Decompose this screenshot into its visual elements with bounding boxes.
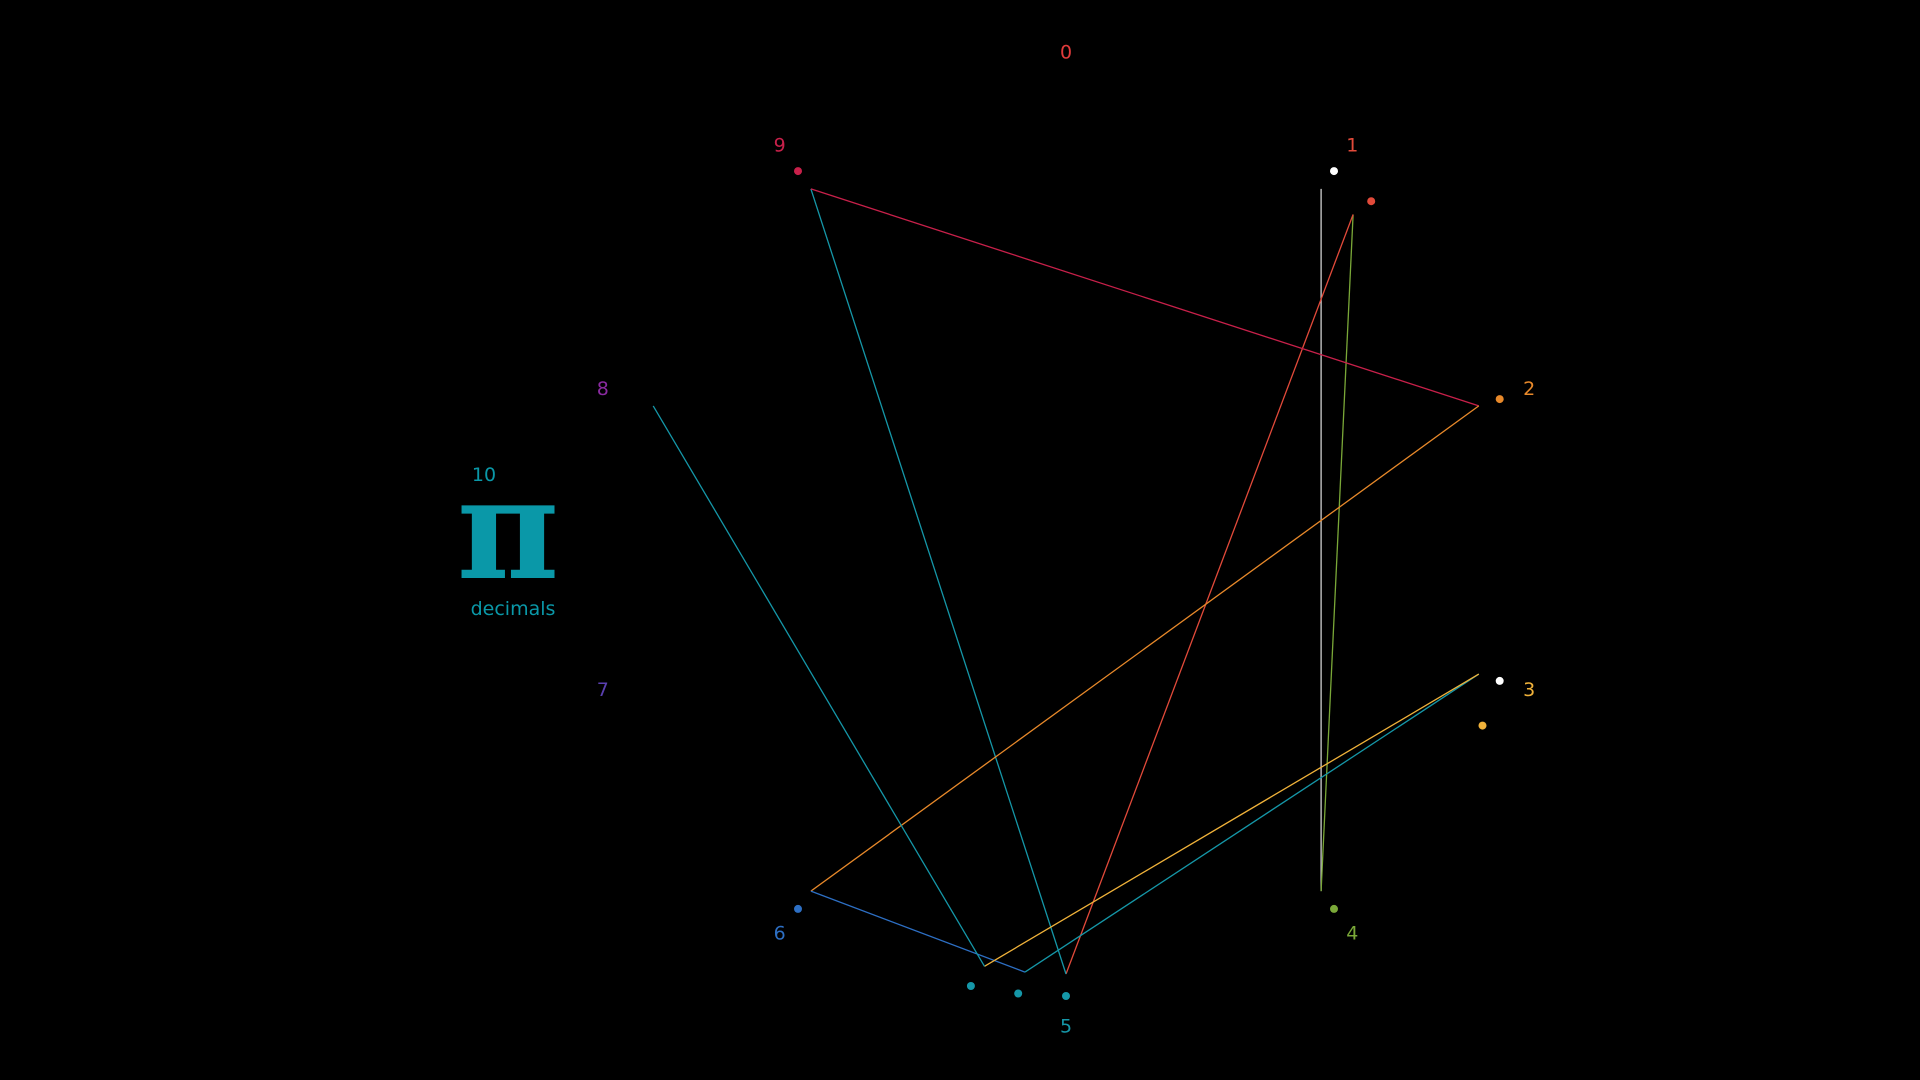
- transition-line-3-to-5: [984, 673, 1480, 967]
- digit-label-7: 7: [597, 679, 609, 701]
- transition-line-5-to-3: [1024, 673, 1480, 973]
- sequence-dot-1: [1330, 167, 1338, 176]
- sequence-dot-6: [1495, 395, 1504, 404]
- sequence-dot-10: [966, 982, 975, 990]
- decimal-count: 10: [472, 464, 496, 486]
- digit-labels: 0 1 2 3 4 5 6 7 8 9: [597, 42, 1535, 1038]
- digit-label-6: 6: [774, 923, 786, 945]
- sequence-dot-4: [1062, 992, 1070, 1000]
- digit-label-3: 3: [1523, 679, 1535, 701]
- sequence-dot-7: [794, 904, 802, 913]
- sequence-dot-5: [794, 167, 802, 176]
- transition-line-5-to-9: [810, 188, 1067, 975]
- sequence-dot-9: [1478, 721, 1487, 730]
- digit-label-9: 9: [774, 135, 786, 157]
- sequence-dot-0: [1495, 676, 1504, 685]
- transition-line-1-to-5: [1065, 214, 1354, 975]
- digit-sequence-dots: [794, 167, 1504, 1000]
- digit-label-4: 4: [1346, 923, 1358, 945]
- transition-line-9-to-2: [810, 188, 1480, 407]
- transition-line-4-to-1: [1320, 214, 1354, 892]
- transition-line-6-to-5: [810, 890, 1026, 973]
- digit-label-8: 8: [597, 378, 609, 400]
- digit-label-0: 0: [1060, 42, 1072, 64]
- sequence-dot-3: [1367, 197, 1376, 206]
- pi-badge: 10 π decimals: [457, 448, 559, 620]
- transition-line-2-to-6: [810, 405, 1480, 892]
- pi-symbol-icon: π: [457, 448, 559, 612]
- digit-label-1: 1: [1346, 135, 1358, 157]
- digit-label-2: 2: [1523, 378, 1535, 400]
- decimals-caption: decimals: [471, 598, 556, 620]
- digit-transition-lines: [652, 188, 1480, 975]
- digit-label-5: 5: [1060, 1016, 1072, 1038]
- transition-line-5-to-8: [652, 405, 986, 967]
- sequence-dot-2: [1330, 904, 1338, 913]
- sequence-dot-8: [1014, 989, 1023, 998]
